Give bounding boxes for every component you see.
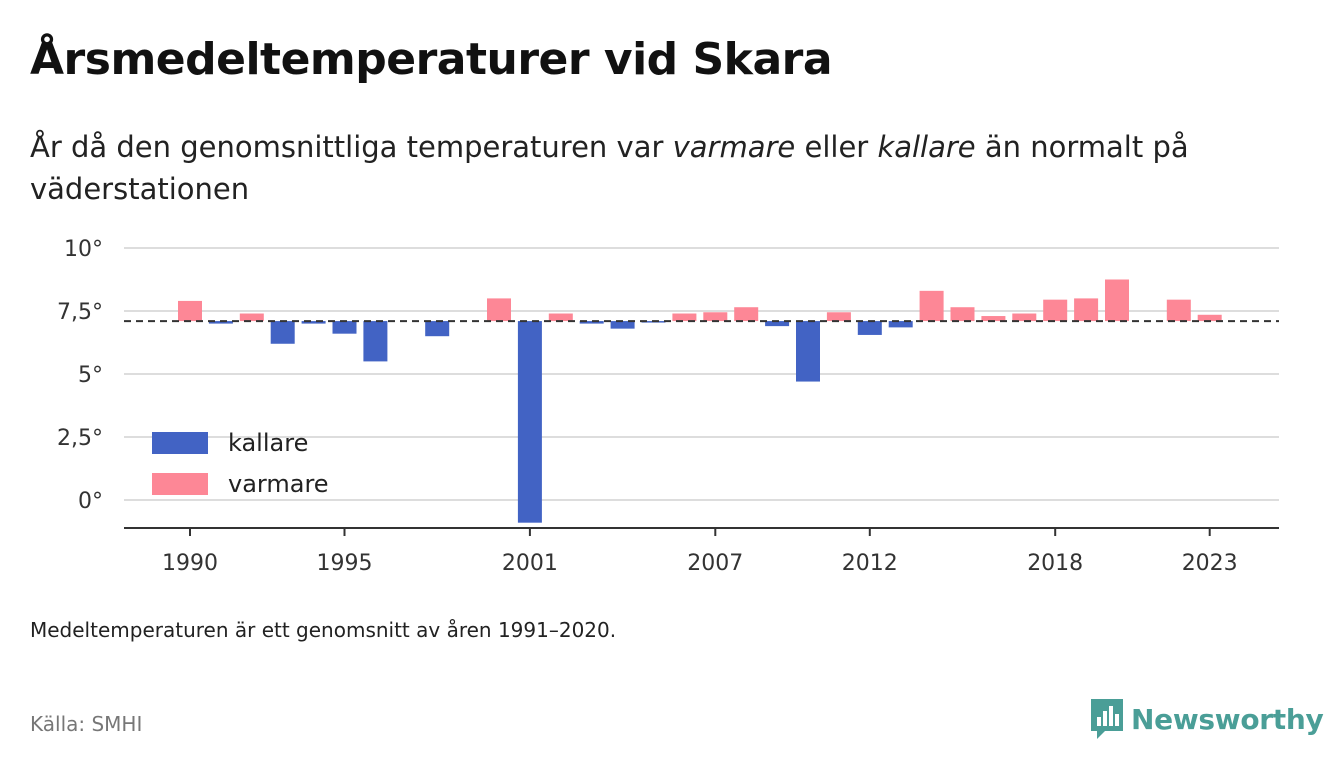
bar-warmer bbox=[1105, 279, 1129, 322]
bar-warmer bbox=[239, 313, 264, 322]
x-tick-label: 1990 bbox=[162, 551, 218, 576]
legend-swatch bbox=[152, 432, 208, 454]
x-tick-label: 1995 bbox=[317, 551, 373, 576]
chart-subtitle: År då den genomsnittliga temperaturen va… bbox=[30, 126, 1310, 210]
y-tick-label: 7,5° bbox=[57, 300, 103, 325]
subtitle-colder: kallare bbox=[877, 130, 976, 164]
bar-colder bbox=[363, 321, 388, 362]
x-tick-label: 2007 bbox=[687, 551, 743, 576]
bar-colder bbox=[332, 321, 357, 334]
bar-warmer bbox=[734, 307, 759, 322]
bar-warmer bbox=[1012, 313, 1037, 322]
subtitle-part1: År då den genomsnittliga temperaturen va… bbox=[30, 130, 673, 164]
brand-name: Newsworthy bbox=[1131, 702, 1324, 736]
source-credit: Källa: SMHI bbox=[30, 712, 143, 736]
bar-colder bbox=[579, 321, 604, 324]
bar-colder bbox=[796, 321, 820, 382]
y-tick-label: 0° bbox=[78, 489, 103, 514]
bar-colder bbox=[425, 321, 450, 337]
bar-warmer bbox=[178, 300, 202, 322]
bar-colder bbox=[857, 321, 882, 335]
newsworthy-logo-icon bbox=[1091, 699, 1123, 739]
bar-colder bbox=[517, 321, 542, 523]
bar-warmer bbox=[950, 307, 975, 322]
subtitle-part3: än normalt på väderstationen bbox=[30, 130, 1189, 206]
y-tick-label: 10° bbox=[64, 237, 103, 262]
bar-warmer bbox=[1043, 299, 1068, 322]
legend-label: varmare bbox=[228, 470, 329, 498]
bar-colder bbox=[610, 321, 635, 329]
bar-warmer bbox=[919, 290, 944, 322]
chart-title: Årsmedeltemperaturer vid Skara bbox=[30, 34, 833, 85]
bar-colder bbox=[301, 321, 326, 324]
bar-warmer bbox=[1074, 298, 1099, 322]
bar-colder bbox=[270, 321, 295, 344]
legend-label: kallare bbox=[228, 429, 308, 457]
bar-colder bbox=[208, 321, 233, 324]
bar-colder bbox=[765, 321, 790, 327]
bar-warmer bbox=[672, 313, 697, 322]
legend-swatch bbox=[152, 473, 208, 495]
x-tick-label: 2023 bbox=[1182, 551, 1238, 576]
y-tick-label: 5° bbox=[78, 363, 103, 388]
bar-warmer bbox=[1166, 299, 1191, 322]
bar-warmer bbox=[487, 298, 511, 322]
bar-warmer bbox=[1197, 314, 1222, 322]
footnote: Medeltemperaturen är ett genomsnitt av å… bbox=[30, 618, 617, 642]
x-tick-label: 2001 bbox=[502, 551, 558, 576]
x-tick-label: 2012 bbox=[842, 551, 898, 576]
bar-warmer bbox=[826, 312, 851, 322]
subtitle-warmer: varmare bbox=[672, 130, 796, 164]
bar-warmer bbox=[703, 312, 728, 322]
y-tick-label: 2,5° bbox=[57, 426, 103, 451]
subtitle-part2: eller bbox=[795, 130, 878, 164]
x-tick-label: 2018 bbox=[1027, 551, 1083, 576]
bar-warmer bbox=[548, 313, 573, 322]
temperature-bar-chart: 0° 2,5° 5° 7,5° 10° 1990 1995 2001 2007 2012 2018 2… bbox=[57, 237, 1279, 576]
bar-colder bbox=[888, 321, 913, 328]
brand-logo[interactable]: Newsworthy bbox=[1089, 697, 1324, 741]
bar-warmer bbox=[981, 316, 1006, 322]
